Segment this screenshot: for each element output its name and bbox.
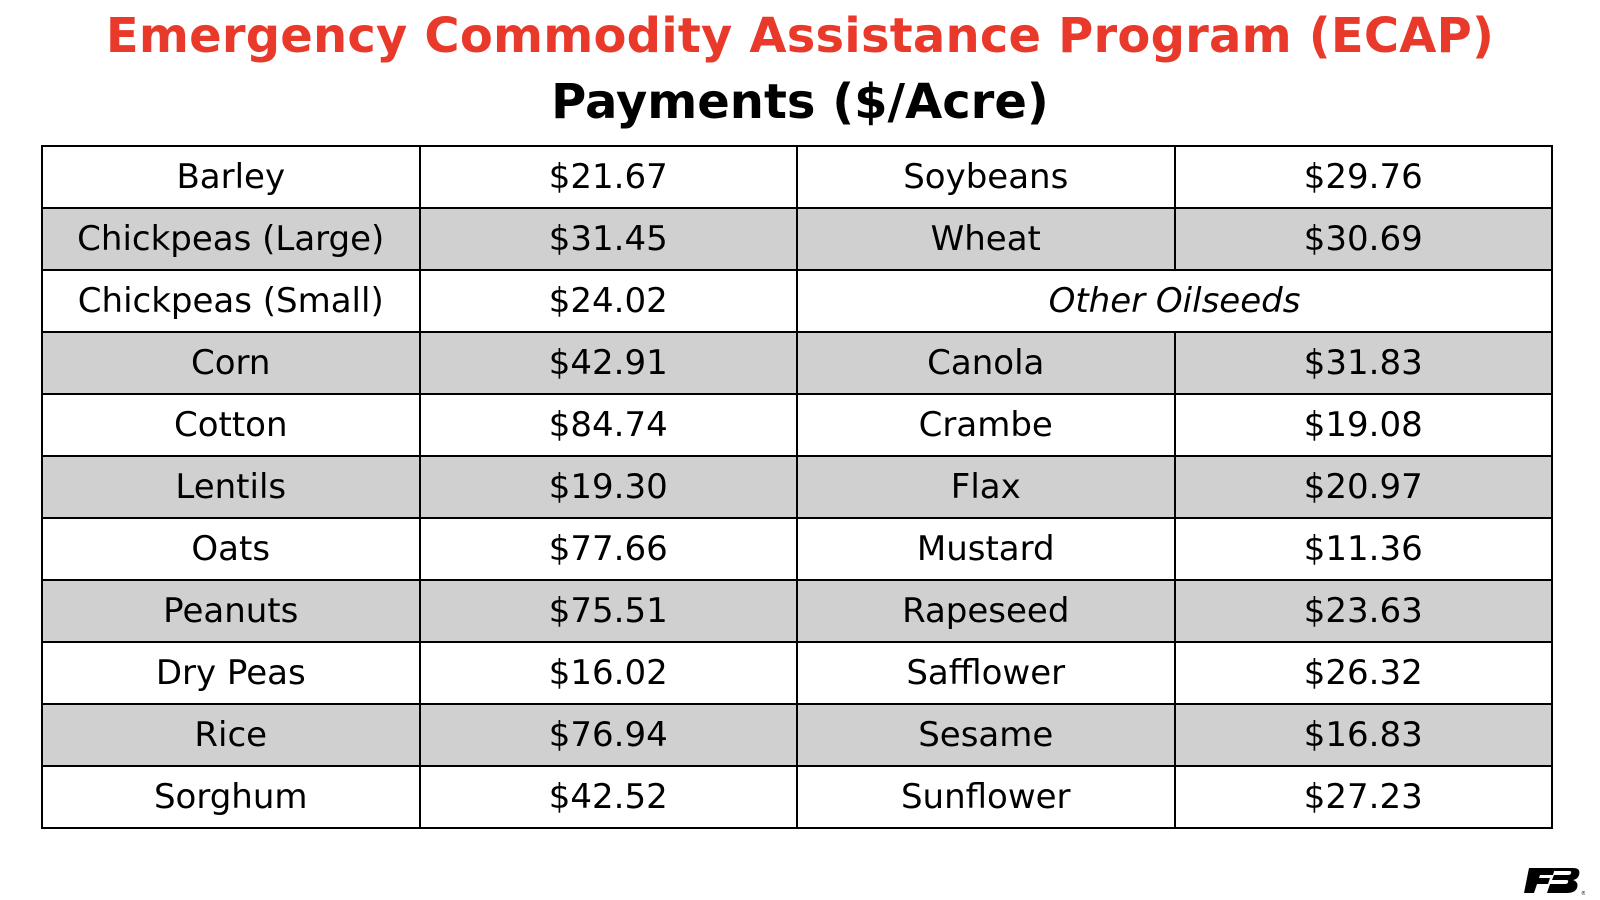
table-row: Peanuts $75.51 Rapeseed $23.63 [41,579,1553,643]
payments-table: Barley $21.67 Soybeans $29.76 Chickpeas … [41,145,1553,829]
payment-cell: $19.30 [418,455,798,519]
payment-cell: $11.36 [1173,517,1553,581]
crop-name-cell: Wheat [796,207,1176,271]
table-row: Rice $76.94 Sesame $16.83 [41,703,1553,767]
crop-name-cell: Rice [41,703,421,767]
crop-name-cell: Chickpeas (Large) [41,207,421,271]
table-row: Dry Peas $16.02 Safflower $26.32 [41,641,1553,705]
crop-name-cell: Rapeseed [796,579,1176,643]
payment-cell: $42.52 [418,765,798,829]
table-row: Oats $77.66 Mustard $11.36 [41,517,1553,581]
table-row: Lentils $19.30 Flax $20.97 [41,455,1553,519]
page-subtitle: Payments ($/Acre) [551,74,1049,130]
crop-name-cell: Lentils [41,455,421,519]
payment-cell: $27.23 [1173,765,1553,829]
payment-cell: $21.67 [418,145,798,209]
crop-name-cell: Oats [41,517,421,581]
crop-name-cell: Dry Peas [41,641,421,705]
payment-cell: $23.63 [1173,579,1553,643]
payment-cell: $77.66 [418,517,798,581]
crop-name-cell: Sesame [796,703,1176,767]
payment-cell: $75.51 [418,579,798,643]
farm-bureau-logo-icon: ® [1524,868,1585,896]
crop-name-cell: Peanuts [41,579,421,643]
crop-name-cell: Crambe [796,393,1176,457]
page-title: Emergency Commodity Assistance Program (… [105,8,1495,64]
payment-cell: $26.32 [1173,641,1553,705]
svg-text:®: ® [1581,890,1585,896]
crop-name-cell: Sunflower [796,765,1176,829]
payment-cell: $30.69 [1173,207,1553,271]
section-header-other-oilseeds: Other Oilseeds [796,269,1553,333]
payment-cell: $24.02 [418,269,798,333]
crop-name-cell: Canola [796,331,1176,395]
payment-cell: $19.08 [1173,393,1553,457]
crop-name-cell: Corn [41,331,421,395]
table-row: Corn $42.91 Canola $31.83 [41,331,1553,395]
crop-name-cell: Chickpeas (Small) [41,269,421,333]
crop-name-cell: Sorghum [41,765,421,829]
crop-name-cell: Soybeans [796,145,1176,209]
crop-name-cell: Cotton [41,393,421,457]
crop-name-cell: Barley [41,145,421,209]
payment-cell: $29.76 [1173,145,1553,209]
table-row: Chickpeas (Large) $31.45 Wheat $30.69 [41,207,1553,271]
table-row: Sorghum $42.52 Sunflower $27.23 [41,765,1553,829]
table-row: Chickpeas (Small) $24.02 Other Oilseeds [41,269,1553,333]
payment-cell: $16.02 [418,641,798,705]
crop-name-cell: Safflower [796,641,1176,705]
table-row: Barley $21.67 Soybeans $29.76 [41,145,1553,209]
payment-cell: $20.97 [1173,455,1553,519]
crop-name-cell: Mustard [796,517,1176,581]
crop-name-cell: Flax [796,455,1176,519]
payment-cell: $76.94 [418,703,798,767]
payment-cell: $31.83 [1173,331,1553,395]
payment-cell: $16.83 [1173,703,1553,767]
payment-cell: $42.91 [418,331,798,395]
payment-cell: $84.74 [418,393,798,457]
table-row: Cotton $84.74 Crambe $19.08 [41,393,1553,457]
payment-cell: $31.45 [418,207,798,271]
